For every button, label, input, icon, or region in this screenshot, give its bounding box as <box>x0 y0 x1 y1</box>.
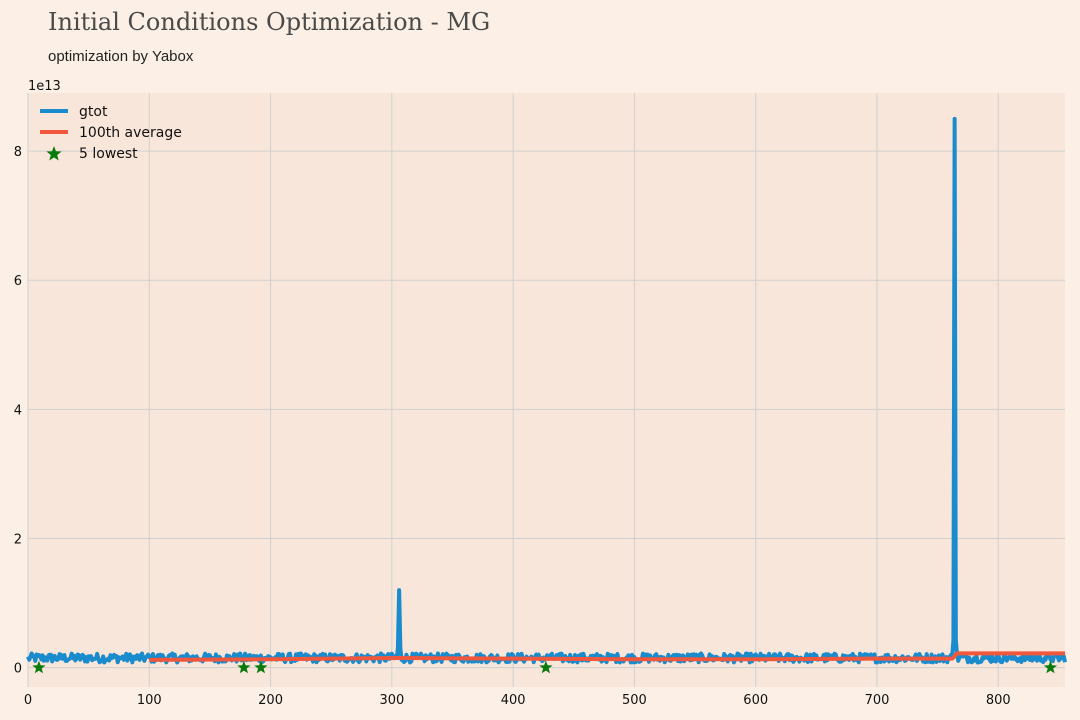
lowest-point-star <box>539 660 553 674</box>
x-tick: 400 <box>501 693 526 708</box>
chart-subtitle: optimization by Yabox <box>48 48 194 65</box>
y-tick-label: 4 <box>14 403 22 418</box>
x-tick-label: 400 <box>501 693 526 708</box>
x-tick-label: 800 <box>986 693 1011 708</box>
x-tick: 100 <box>137 693 162 708</box>
x-tick: 500 <box>622 693 647 708</box>
x-tick: 0 <box>24 693 32 708</box>
y-offset-label: 1e13 <box>28 79 61 94</box>
y-tick: 8 <box>14 145 22 160</box>
x-tick-label: 200 <box>258 693 283 708</box>
legend-label: gtot <box>79 104 108 120</box>
x-tick-label: 100 <box>137 693 162 708</box>
y-tick-label: 6 <box>14 274 22 289</box>
y-tick-label: 0 <box>14 662 22 677</box>
y-tick: 0 <box>14 662 22 677</box>
plot-area <box>28 93 1065 687</box>
x-tick: 300 <box>379 693 404 708</box>
x-tick: 800 <box>986 693 1011 708</box>
x-tick-label: 600 <box>743 693 768 708</box>
x-tick: 200 <box>258 693 283 708</box>
series-average-line <box>149 651 1065 662</box>
lowest-point-star <box>237 660 251 674</box>
legend-lowest-swatch <box>46 146 62 161</box>
x-tick-label: 500 <box>622 693 647 708</box>
y-tick: 2 <box>14 533 22 548</box>
y-tick-label: 2 <box>14 533 22 548</box>
lowest-point-star <box>32 660 46 674</box>
x-tick-label: 700 <box>865 693 890 708</box>
legend: gtot 100th average 5 lowest <box>40 104 182 162</box>
legend-label: 5 lowest <box>79 146 138 162</box>
lowest-point-star <box>254 660 268 674</box>
x-tick-label: 0 <box>24 693 32 708</box>
y-tick: 6 <box>14 274 22 289</box>
x-tick-label: 300 <box>379 693 404 708</box>
lowest-point-star <box>1043 660 1058 674</box>
x-tick: 600 <box>743 693 768 708</box>
chart-title: Initial Conditions Optimization - MG <box>48 8 491 36</box>
x-tick: 700 <box>865 693 890 708</box>
y-tick-label: 8 <box>14 145 22 160</box>
legend-label: 100th average <box>79 125 182 141</box>
y-tick: 4 <box>14 403 22 418</box>
